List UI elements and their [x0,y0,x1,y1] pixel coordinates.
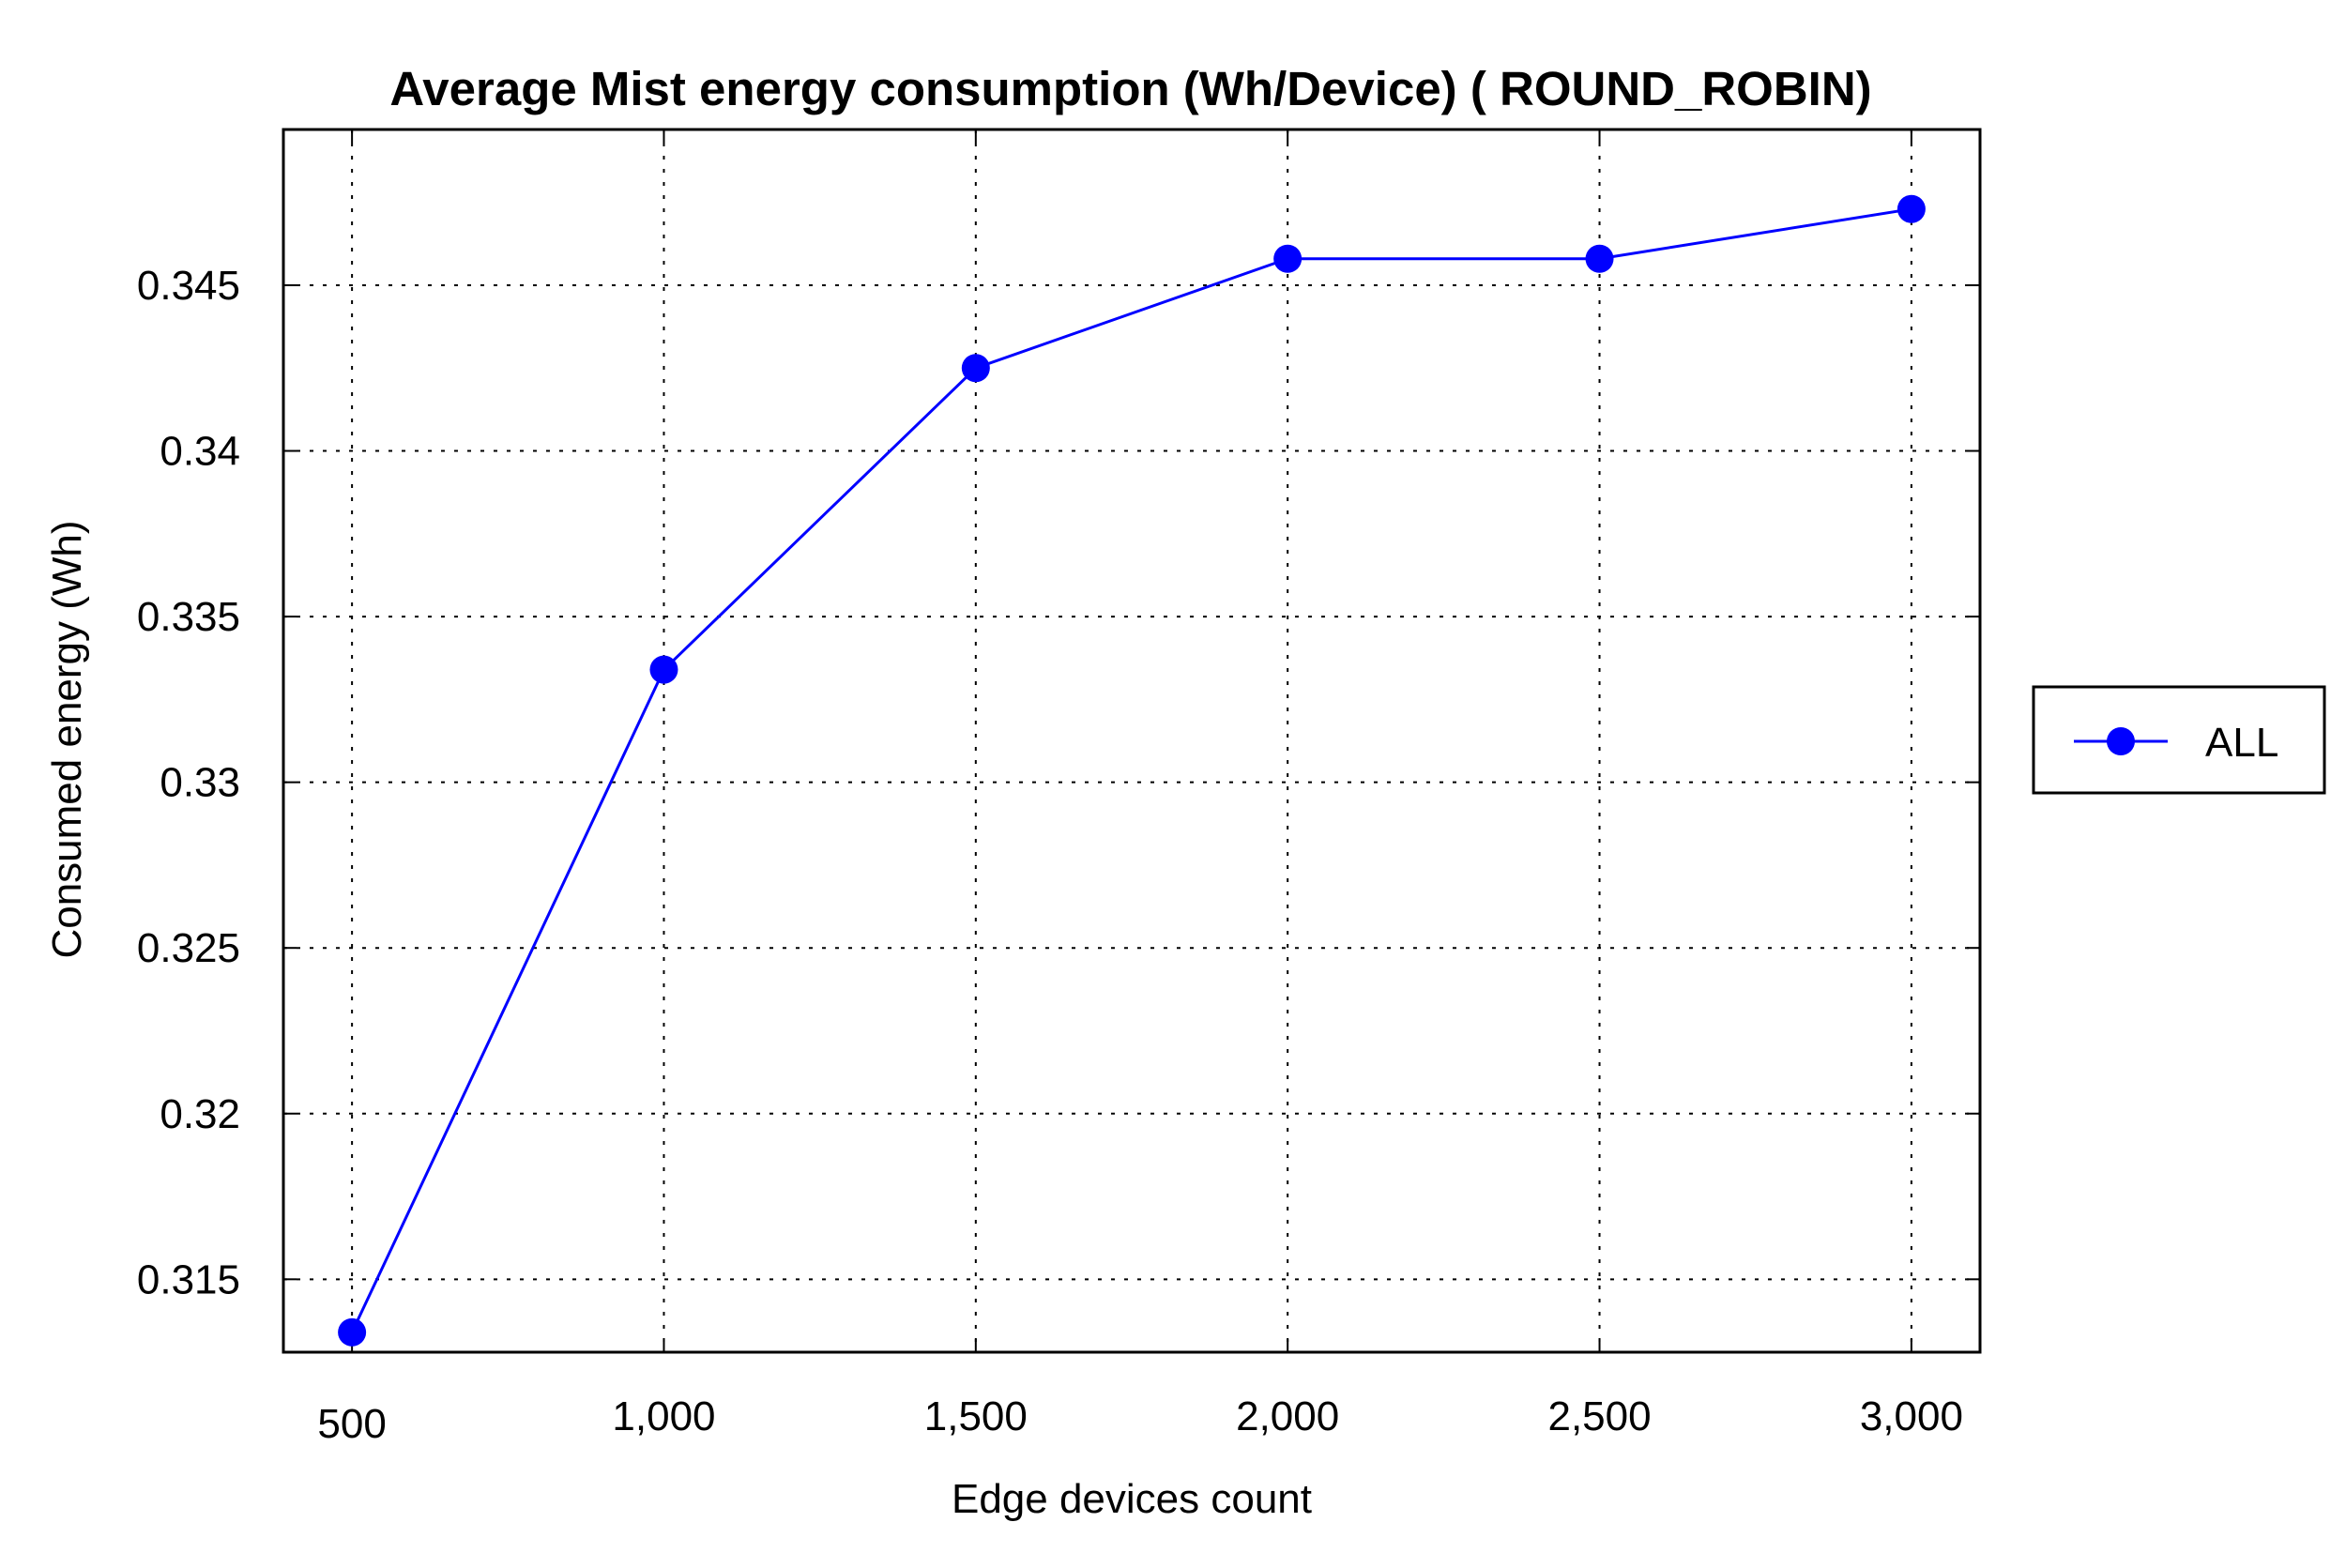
plot-area-frame [282,128,1982,1354]
y-tick-label: 0.335 [137,594,240,640]
x-axis-label: Edge devices count [952,1476,1312,1522]
x-tick-label: 1,500 [924,1393,1028,1439]
data-point [338,1317,367,1347]
data-series [338,194,1926,1347]
series-line [350,207,1912,1333]
x-tick-label: 2,500 [1547,1393,1651,1439]
legend: ALL [2032,685,2326,795]
x-axis-ticks: 500 1,000 1,500 2,000 2,500 3,000 [317,129,1963,1447]
x-tick-label: 1,000 [612,1393,715,1439]
data-point [961,354,990,383]
data-point [649,655,678,684]
chart-title: Average Mist energy consumption (Wh/Devi… [389,62,1871,115]
data-point [1585,244,1614,273]
y-axis-ticks: 0.315 0.32 0.325 0.33 0.335 0.34 0.345 [137,263,1980,1302]
y-tick-label: 0.33 [160,760,240,806]
legend-label: ALL [2205,720,2278,766]
y-tick-label: 0.32 [160,1091,240,1137]
x-tick-label: 500 [317,1401,386,1447]
y-tick-label: 0.325 [137,925,240,971]
y-axis-label: Consumed energy (Wh) [44,520,90,958]
y-tick-label: 0.345 [137,263,240,309]
x-tick-label: 3,000 [1860,1393,1963,1439]
data-point [1273,244,1302,273]
y-tick-label: 0.315 [137,1256,240,1302]
y-tick-label: 0.34 [160,429,240,475]
data-point [1897,194,1926,223]
legend-marker-icon [2107,727,2135,755]
x-tick-label: 2,000 [1236,1393,1339,1439]
